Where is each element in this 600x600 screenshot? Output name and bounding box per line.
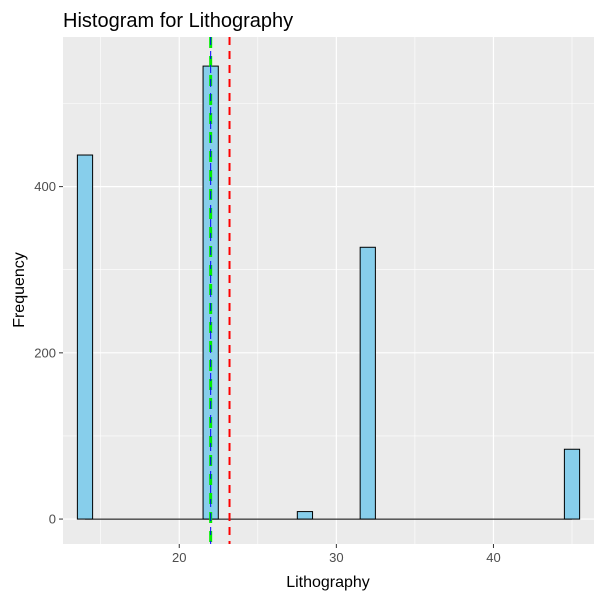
chart-title: Histogram for Lithography (63, 10, 293, 32)
minor-gridlines (63, 37, 594, 544)
axis-ticks (59, 186, 494, 548)
y-axis-title: Frequency (11, 252, 28, 328)
y-tick-label: 400 (34, 179, 56, 194)
histogram-bars (76, 65, 581, 520)
x-axis-title: Lithography (286, 574, 370, 591)
x-tick-label: 30 (329, 550, 343, 565)
x-tick-label: 40 (486, 550, 500, 565)
histogram-bar (359, 246, 376, 520)
y-tick-label: 0 (49, 512, 56, 527)
histogram-bar (296, 511, 314, 520)
histogram-bar (76, 154, 94, 520)
y-tick-label: 200 (34, 345, 56, 360)
histogram-bar (563, 448, 581, 520)
x-tick-label: 20 (172, 550, 186, 565)
reference-lines (209, 37, 231, 544)
plot-panel (63, 37, 594, 544)
